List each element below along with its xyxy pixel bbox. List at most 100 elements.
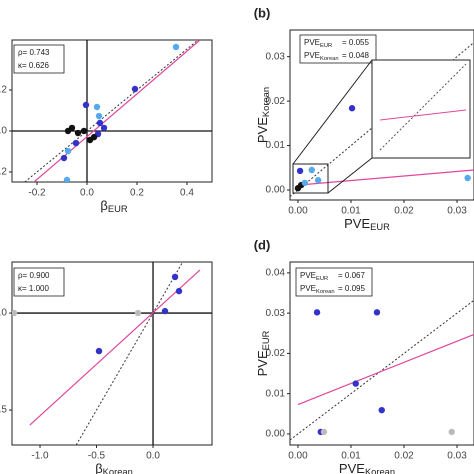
y-axis-label: PVEKorean bbox=[255, 87, 271, 143]
x-axis-label: βEUR bbox=[100, 198, 127, 214]
y-tick-label: 0.00 bbox=[266, 429, 286, 440]
point bbox=[378, 406, 385, 414]
y-tick-label: 0.00 bbox=[266, 185, 286, 196]
annotation: PVEEUR bbox=[304, 38, 332, 48]
point bbox=[80, 127, 88, 135]
x-tick-label: 0.03 bbox=[447, 451, 467, 462]
point bbox=[314, 177, 322, 184]
point bbox=[448, 428, 455, 436]
panel: -0.2 0.0 0.2 0.4 -0.2 0.0 0.2 ρ= 0.743 κ= 0.626 β… bbox=[0, 39, 213, 214]
y-axis-label-main: PVE bbox=[255, 350, 270, 376]
annotation-value: = 0.067 bbox=[338, 271, 365, 280]
annotation-main: PVE bbox=[304, 38, 320, 47]
y-tick-label: 0.2 bbox=[0, 85, 7, 96]
point bbox=[134, 309, 142, 317]
fit-line bbox=[297, 333, 474, 406]
point bbox=[72, 139, 80, 147]
x-tick-label: -1.0 bbox=[31, 451, 49, 462]
x-axis-label-main: PVE bbox=[339, 461, 365, 474]
annotation: ρ= 0.900 bbox=[18, 271, 50, 280]
point bbox=[82, 101, 90, 109]
point bbox=[348, 105, 356, 112]
inset-fit bbox=[379, 109, 467, 121]
annotation: PVEKorean bbox=[304, 51, 339, 61]
y-tick-label: 0.01 bbox=[266, 140, 286, 151]
x-tick-label: 0.0 bbox=[146, 451, 160, 462]
plot-frame bbox=[11, 39, 213, 183]
point bbox=[93, 103, 101, 111]
point bbox=[172, 43, 180, 51]
point bbox=[12, 309, 18, 317]
panel: -1.0 -0.5 0.0 -0.5 0.0 ρ= 0.900 κ= 1.000 βKorea… bbox=[0, 261, 213, 474]
fit-line bbox=[33, 40, 201, 182]
annotation-value: = 0.055 bbox=[342, 38, 369, 47]
x-tick-label: 0.2 bbox=[130, 188, 144, 199]
zoom-box bbox=[292, 163, 329, 194]
y-axis-label-sub: Korean bbox=[261, 87, 271, 117]
annotation-sub: EUR bbox=[320, 43, 332, 49]
point bbox=[308, 166, 315, 174]
y-tick-label: 0.02 bbox=[266, 348, 286, 359]
y-tick-label: 0.02 bbox=[266, 96, 286, 107]
x-axis-label: PVEKorean bbox=[339, 461, 395, 474]
x-axis-label-main: PVE bbox=[344, 216, 370, 231]
x-axis-label: βKorean bbox=[95, 461, 133, 474]
y-tick-label: 0.01 bbox=[266, 388, 286, 399]
point bbox=[74, 129, 82, 137]
x-tick-label: 0.02 bbox=[394, 451, 414, 462]
point bbox=[464, 174, 471, 182]
point bbox=[161, 307, 169, 315]
annotation: κ= 1.000 bbox=[18, 284, 49, 293]
identity-line bbox=[24, 40, 199, 182]
y-axis-label: PVEEUR bbox=[255, 330, 271, 376]
identity-line bbox=[290, 299, 474, 441]
annotation-main: PVE bbox=[304, 51, 320, 60]
x-tick-label: 0.00 bbox=[288, 206, 308, 217]
point bbox=[100, 124, 108, 132]
annotation: ρ= 0.743 bbox=[18, 48, 50, 57]
x-tick-label: 0.00 bbox=[288, 451, 308, 462]
zoom-connector bbox=[292, 59, 373, 165]
x-tick-label: 0.01 bbox=[341, 206, 361, 217]
x-axis-label-main: β bbox=[95, 461, 102, 474]
y-tick-label: 0.03 bbox=[266, 51, 286, 62]
point bbox=[175, 287, 183, 295]
point bbox=[131, 85, 139, 93]
annotation-value: = 0.095 bbox=[338, 284, 365, 293]
annotation: κ= 0.626 bbox=[18, 61, 49, 70]
inset-decoration bbox=[292, 59, 471, 194]
plot-frame bbox=[289, 29, 474, 201]
annotation-box bbox=[295, 267, 373, 297]
y-tick-label: 0.03 bbox=[266, 308, 286, 319]
x-tick-label: 0.01 bbox=[341, 451, 361, 462]
inset-identity bbox=[379, 63, 467, 151]
y-tick-label: 0.0 bbox=[0, 126, 7, 137]
fit-line bbox=[297, 169, 474, 186]
y-axis-label-main: PVE bbox=[255, 117, 270, 143]
point bbox=[373, 309, 381, 316]
x-tick-label: 0.4 bbox=[180, 188, 194, 199]
annotation-sub: EUR bbox=[316, 276, 328, 282]
point bbox=[60, 154, 68, 162]
x-tick-label: -0.5 bbox=[88, 451, 106, 462]
y-tick-label: 0.04 bbox=[266, 268, 286, 279]
point bbox=[171, 273, 179, 281]
point bbox=[96, 119, 104, 127]
annotation: PVEEUR bbox=[300, 271, 328, 281]
y-tick-label: -0.2 bbox=[0, 167, 7, 178]
y-axis-label-sub: EUR bbox=[261, 330, 271, 350]
fit-line bbox=[29, 269, 201, 426]
x-tick-label: 0.0 bbox=[80, 188, 94, 199]
panel-title: (d) bbox=[254, 237, 271, 252]
point bbox=[320, 428, 328, 436]
point bbox=[352, 380, 359, 387]
annotation-box bbox=[13, 44, 65, 74]
point bbox=[313, 309, 321, 316]
point bbox=[301, 179, 309, 187]
annotation-main: PVE bbox=[300, 284, 316, 293]
annotation-box bbox=[13, 267, 65, 297]
annotation-box bbox=[299, 34, 377, 64]
